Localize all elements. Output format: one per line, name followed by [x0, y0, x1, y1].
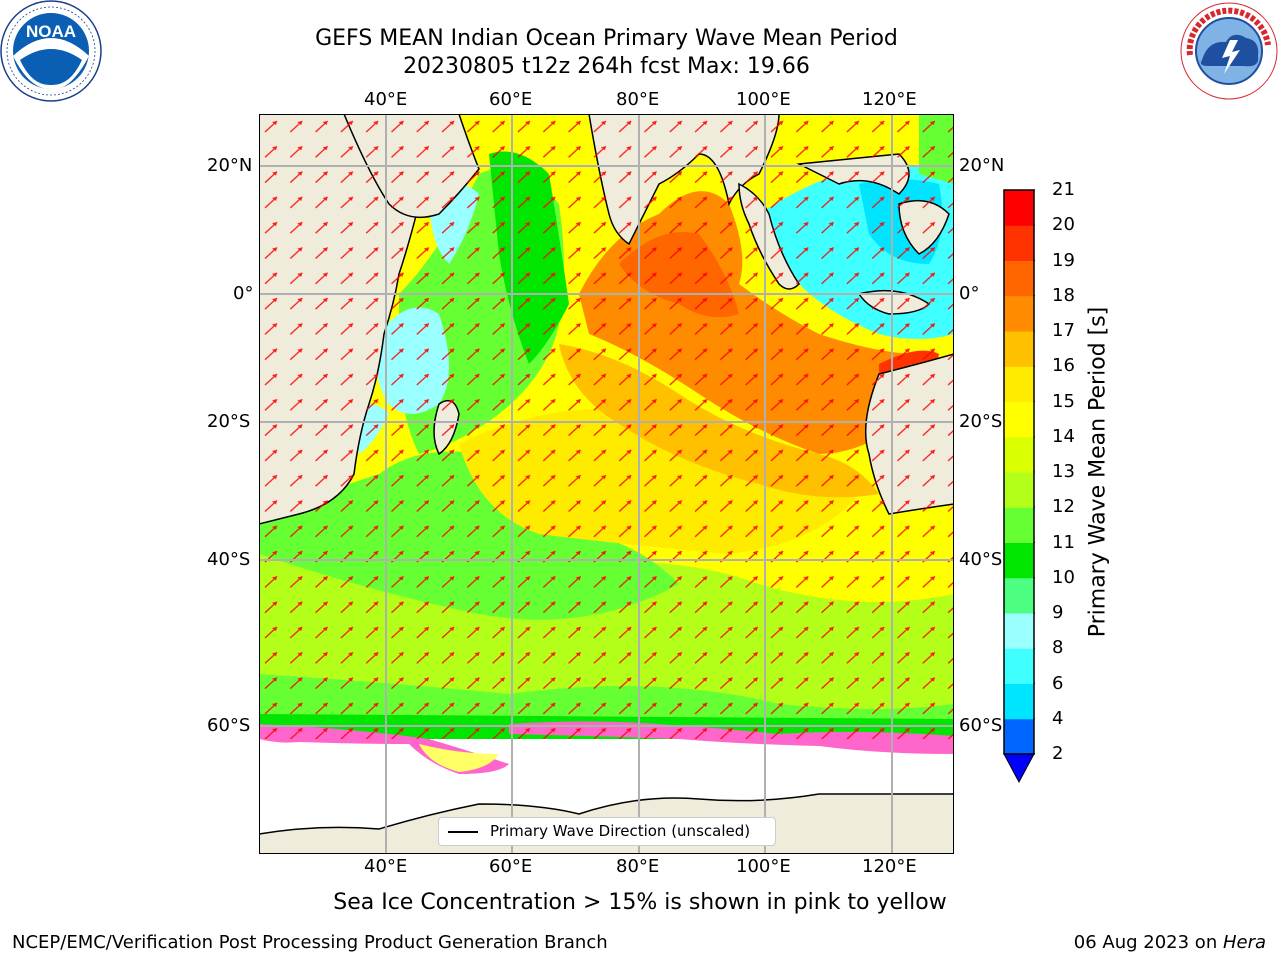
legend-label: Primary Wave Direction (unscaled): [490, 822, 751, 840]
colorbar-bin: [1004, 260, 1034, 297]
lon-tick-bottom-100e: 100°E: [736, 856, 791, 877]
colorbar-bin: [1004, 507, 1034, 543]
lat-tick-right-0: 0°: [959, 283, 980, 304]
lon-tick-bottom-60e: 60°E: [489, 856, 533, 877]
lon-tick-top-120e: 120°E: [862, 89, 917, 110]
colorbar-bin: [1004, 613, 1034, 649]
colorbar-tick-label: 10: [1052, 566, 1075, 588]
colorbar-bin: [1004, 648, 1034, 684]
lon-tick-bottom-120e: 120°E: [862, 856, 917, 877]
colorbar-tick-label: 15: [1052, 390, 1075, 412]
lon-tick-bottom-40e: 40°E: [364, 856, 408, 877]
colorbar: [1003, 189, 1035, 784]
colorbar-bin: [1004, 366, 1034, 402]
colorbar-bin: [1004, 331, 1034, 367]
colorbar-tick-label: 18: [1052, 284, 1075, 306]
colorbar-tick-label: 2: [1052, 743, 1064, 764]
wave-period-map: [259, 114, 954, 854]
lat-tick-left-40s: 40°S: [207, 549, 251, 570]
colorbar-bin: [1004, 436, 1034, 473]
colorbar-tick-label: 12: [1052, 496, 1075, 518]
colorbar-tick-label: 6: [1052, 672, 1064, 694]
nws-logo: [1179, 1, 1279, 101]
colorbar-tick-label: 9: [1052, 602, 1064, 623]
lat-tick-left-60s: 60°S: [207, 715, 251, 736]
colorbar-bin: [1004, 401, 1034, 438]
sea-ice-caption: Sea Ice Concentration > 15% is shown in …: [333, 890, 947, 915]
noaa-logo: NOAA: [0, 0, 102, 102]
chart-title: GEFS MEAN Indian Ocean Primary Wave Mean…: [315, 26, 898, 51]
colorbar-tick-label: 17: [1052, 320, 1075, 341]
colorbar-bin: [1004, 190, 1034, 226]
lat-tick-left-20s: 20°S: [207, 411, 251, 432]
colorbar-bin: [1004, 718, 1034, 755]
colorbar-tick-label: 13: [1052, 461, 1075, 482]
wave-direction-arrows: [259, 114, 954, 739]
lon-tick-top-60e: 60°E: [489, 89, 533, 110]
colorbar-bin: [1004, 577, 1034, 614]
colorbar-tick-label: 20: [1052, 214, 1075, 236]
lat-tick-right-60s: 60°S: [959, 715, 1003, 736]
footer-producer: NCEP/EMC/Verification Post Processing Pr…: [12, 932, 608, 953]
lat-tick-left-20n: 20°N: [207, 155, 253, 176]
footer-machine: Hera: [1222, 932, 1266, 953]
lon-tick-top-100e: 100°E: [736, 89, 791, 110]
colorbar-title: Primary Wave Mean Period [s]: [1085, 306, 1111, 638]
gridlines: [259, 114, 954, 854]
footer-date-text: 06 Aug 2023 on: [1073, 932, 1223, 953]
lat-tick-right-20s: 20°S: [959, 411, 1003, 432]
lat-tick-right-20n: 20°N: [959, 155, 1005, 176]
colorbar-tick-label: 16: [1052, 355, 1075, 377]
legend-line-swatch: [448, 831, 478, 833]
colorbar-tick-label: 21: [1052, 179, 1075, 200]
colorbar-tick-label: 11: [1052, 531, 1075, 553]
colorbar-bin: [1004, 225, 1034, 261]
colorbar-tick-label: 19: [1052, 249, 1075, 271]
colorbar-bin: [1004, 542, 1034, 579]
lat-tick-left-0: 0°: [233, 283, 254, 304]
lon-tick-top-80e: 80°E: [616, 89, 660, 110]
colorbar-tick-label: 4: [1052, 707, 1064, 729]
colorbar-tick-label: 8: [1052, 637, 1064, 659]
colorbar-bin: [1004, 472, 1034, 508]
colorbar-bin: [1004, 683, 1034, 720]
lat-tick-right-40s: 40°S: [959, 549, 1003, 570]
map-legend: Primary Wave Direction (unscaled): [438, 817, 776, 846]
lon-tick-bottom-80e: 80°E: [616, 856, 660, 877]
lon-tick-top-40e: 40°E: [364, 89, 408, 110]
colorbar-tick-label: 14: [1052, 425, 1075, 447]
svg-text:NOAA: NOAA: [26, 22, 76, 41]
colorbar-extend-min: [1003, 753, 1035, 784]
colorbar-bin: [1004, 295, 1034, 332]
footer-date: 06 Aug 2023 on Hera: [1074, 932, 1266, 953]
chart-subtitle: 20230805 t12z 264h fcst Max: 19.66: [403, 54, 810, 79]
